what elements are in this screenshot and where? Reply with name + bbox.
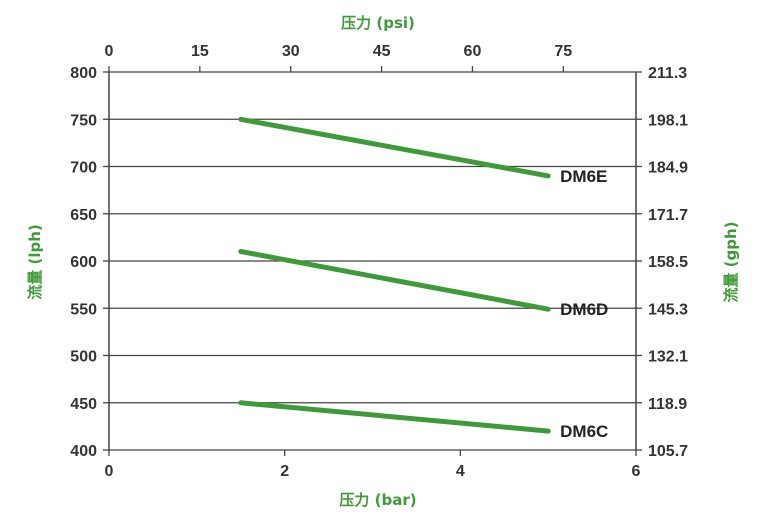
left-tick-label: 600 xyxy=(70,254,97,271)
top-tick-label: 0 xyxy=(105,43,114,60)
axes xyxy=(103,66,642,456)
top-tick-label: 45 xyxy=(373,43,391,60)
left-tick-label: 450 xyxy=(70,396,97,413)
right-tick-label: 211.3 xyxy=(648,65,687,82)
right-tick-label: 198.1 xyxy=(648,112,688,129)
left-tick-label: 500 xyxy=(70,349,97,366)
labels: 400450500550600650700750800105.7118.9132… xyxy=(70,43,688,480)
right-tick-label: 171.7 xyxy=(648,207,688,224)
series-label-dm6d: DM6D xyxy=(560,300,608,319)
top-tick-label: 60 xyxy=(464,43,482,60)
top-tick-label: 15 xyxy=(191,43,209,60)
bottom-tick-label: 6 xyxy=(632,463,641,480)
series-line-dm6d xyxy=(238,249,551,312)
top-tick-label: 30 xyxy=(282,43,300,60)
left-tick-label: 400 xyxy=(70,443,97,460)
series xyxy=(238,116,551,434)
right-tick-label: 105.7 xyxy=(648,443,688,460)
left-tick-label: 800 xyxy=(70,65,97,82)
left-tick-label: 650 xyxy=(70,207,97,224)
grid xyxy=(109,71,636,451)
series-label-dm6e: DM6E xyxy=(560,167,607,186)
top-tick-label: 75 xyxy=(554,43,572,60)
right-tick-label: 145.3 xyxy=(648,301,688,318)
right-tick-label: 118.9 xyxy=(648,396,687,413)
series-label-dm6c: DM6C xyxy=(560,422,608,441)
top-axis-title: 压力 (psi) xyxy=(341,14,415,32)
right-axis-title: 流量 (gph) xyxy=(722,221,740,302)
right-tick-label: 184.9 xyxy=(648,160,688,177)
left-axis-title: 流量 (lph) xyxy=(26,224,44,300)
left-tick-label: 750 xyxy=(70,112,97,129)
right-tick-label: 158.5 xyxy=(648,254,688,271)
series-line-dm6c xyxy=(238,400,551,434)
bottom-axis-title: 压力 (bar) xyxy=(339,491,416,509)
left-tick-label: 550 xyxy=(70,301,97,318)
left-tick-label: 700 xyxy=(70,160,97,177)
bottom-tick-label: 4 xyxy=(456,463,465,480)
bottom-tick-label: 2 xyxy=(280,463,289,480)
bottom-tick-label: 0 xyxy=(105,463,114,480)
right-tick-label: 132.1 xyxy=(648,349,688,366)
series-line-dm6e xyxy=(238,116,551,179)
